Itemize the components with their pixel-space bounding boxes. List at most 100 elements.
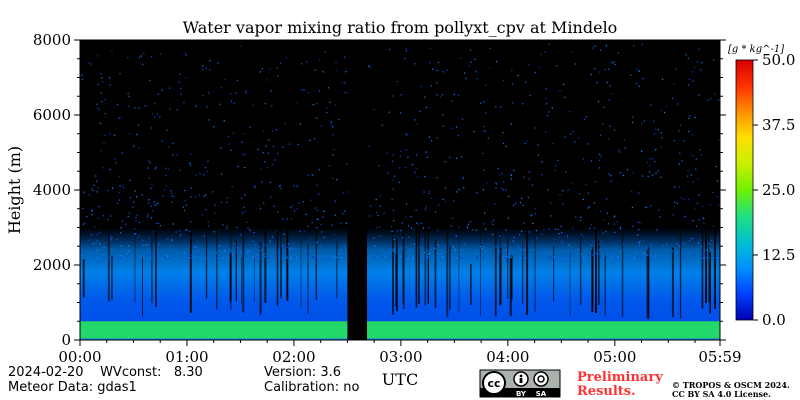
data-point xyxy=(85,256,87,258)
data-point xyxy=(120,257,122,259)
data-point xyxy=(112,255,114,257)
data-point xyxy=(562,203,564,205)
data-point xyxy=(646,254,648,256)
data-point xyxy=(674,201,676,203)
data-point xyxy=(495,182,497,184)
data-point xyxy=(526,140,528,142)
data-point xyxy=(303,89,305,91)
colorbar-ticks: 0.0 12.5 25.0 37.5 50.0 xyxy=(753,51,795,329)
data-point xyxy=(97,187,99,189)
data-point xyxy=(622,175,625,177)
data-point xyxy=(692,220,694,222)
data-point xyxy=(165,185,167,187)
data-point xyxy=(399,167,401,169)
data-point xyxy=(699,241,701,243)
data-point xyxy=(196,257,198,259)
data-point xyxy=(499,235,501,237)
data-point xyxy=(207,225,210,227)
data-point xyxy=(256,256,258,259)
data-point xyxy=(431,197,433,199)
data-point xyxy=(179,252,181,254)
y-tick-label: 6000 xyxy=(33,106,71,124)
data-point xyxy=(270,196,272,198)
data-point xyxy=(132,206,134,208)
footer-calibration: Calibration: no xyxy=(264,380,359,395)
data-point xyxy=(602,123,604,125)
data-point xyxy=(321,231,323,233)
data-point xyxy=(519,248,521,250)
data-point xyxy=(599,243,601,245)
data-point xyxy=(700,69,702,71)
data-point xyxy=(453,200,455,202)
data-point xyxy=(269,181,271,184)
data-point xyxy=(103,254,105,256)
data-point xyxy=(461,156,463,158)
data-point xyxy=(661,109,663,111)
data-point xyxy=(655,255,657,257)
data-point xyxy=(150,187,152,189)
data-point xyxy=(437,253,439,255)
data-point xyxy=(614,231,616,233)
data-point xyxy=(282,256,284,258)
data-point xyxy=(626,169,628,171)
data-point xyxy=(253,231,255,234)
data-point xyxy=(181,257,183,259)
data-point xyxy=(336,256,338,258)
data-point xyxy=(600,210,602,212)
data-point xyxy=(122,184,124,186)
data-point xyxy=(379,254,381,257)
data-point xyxy=(185,204,187,206)
data-point xyxy=(396,230,399,232)
data-point xyxy=(119,175,121,177)
data-point xyxy=(95,175,97,177)
data-point xyxy=(557,159,559,161)
data-point xyxy=(115,162,117,164)
data-point xyxy=(707,99,709,101)
data-point xyxy=(104,98,106,101)
data-point xyxy=(659,216,661,218)
data-point xyxy=(128,252,130,254)
data-point xyxy=(471,229,474,231)
data-point xyxy=(437,243,439,245)
data-point xyxy=(316,218,318,220)
data-point xyxy=(392,179,394,181)
data-point xyxy=(468,65,470,67)
data-point xyxy=(243,133,245,135)
data-point xyxy=(406,48,408,50)
data-point xyxy=(559,194,561,196)
data-point xyxy=(634,257,636,259)
data-point xyxy=(444,161,446,163)
data-point xyxy=(617,52,619,54)
data-point xyxy=(103,142,105,144)
data-point xyxy=(556,65,558,67)
data-point xyxy=(684,250,686,252)
data-point xyxy=(387,252,389,254)
data-point xyxy=(185,77,187,79)
data-point xyxy=(252,104,254,106)
data-point xyxy=(122,187,125,189)
data-point xyxy=(453,93,455,96)
data-point xyxy=(285,56,288,59)
data-point xyxy=(678,130,680,132)
data-point xyxy=(109,239,111,241)
data-point xyxy=(399,150,402,152)
data-point xyxy=(151,253,153,255)
data-point xyxy=(611,61,613,63)
data-point xyxy=(505,189,507,191)
data-point xyxy=(442,71,444,73)
data-point xyxy=(675,68,677,70)
data-streak xyxy=(714,220,716,309)
data-streak xyxy=(604,255,606,316)
data-point xyxy=(262,251,264,253)
data-point xyxy=(692,237,694,239)
data-point xyxy=(457,135,459,137)
data-point xyxy=(505,229,507,231)
data-point xyxy=(329,101,331,103)
data-point xyxy=(613,223,615,225)
data-point xyxy=(165,255,167,257)
data-point xyxy=(498,251,500,253)
data-point xyxy=(265,145,267,147)
data-point xyxy=(333,257,335,259)
data-point xyxy=(460,57,462,59)
data-point xyxy=(679,124,681,126)
